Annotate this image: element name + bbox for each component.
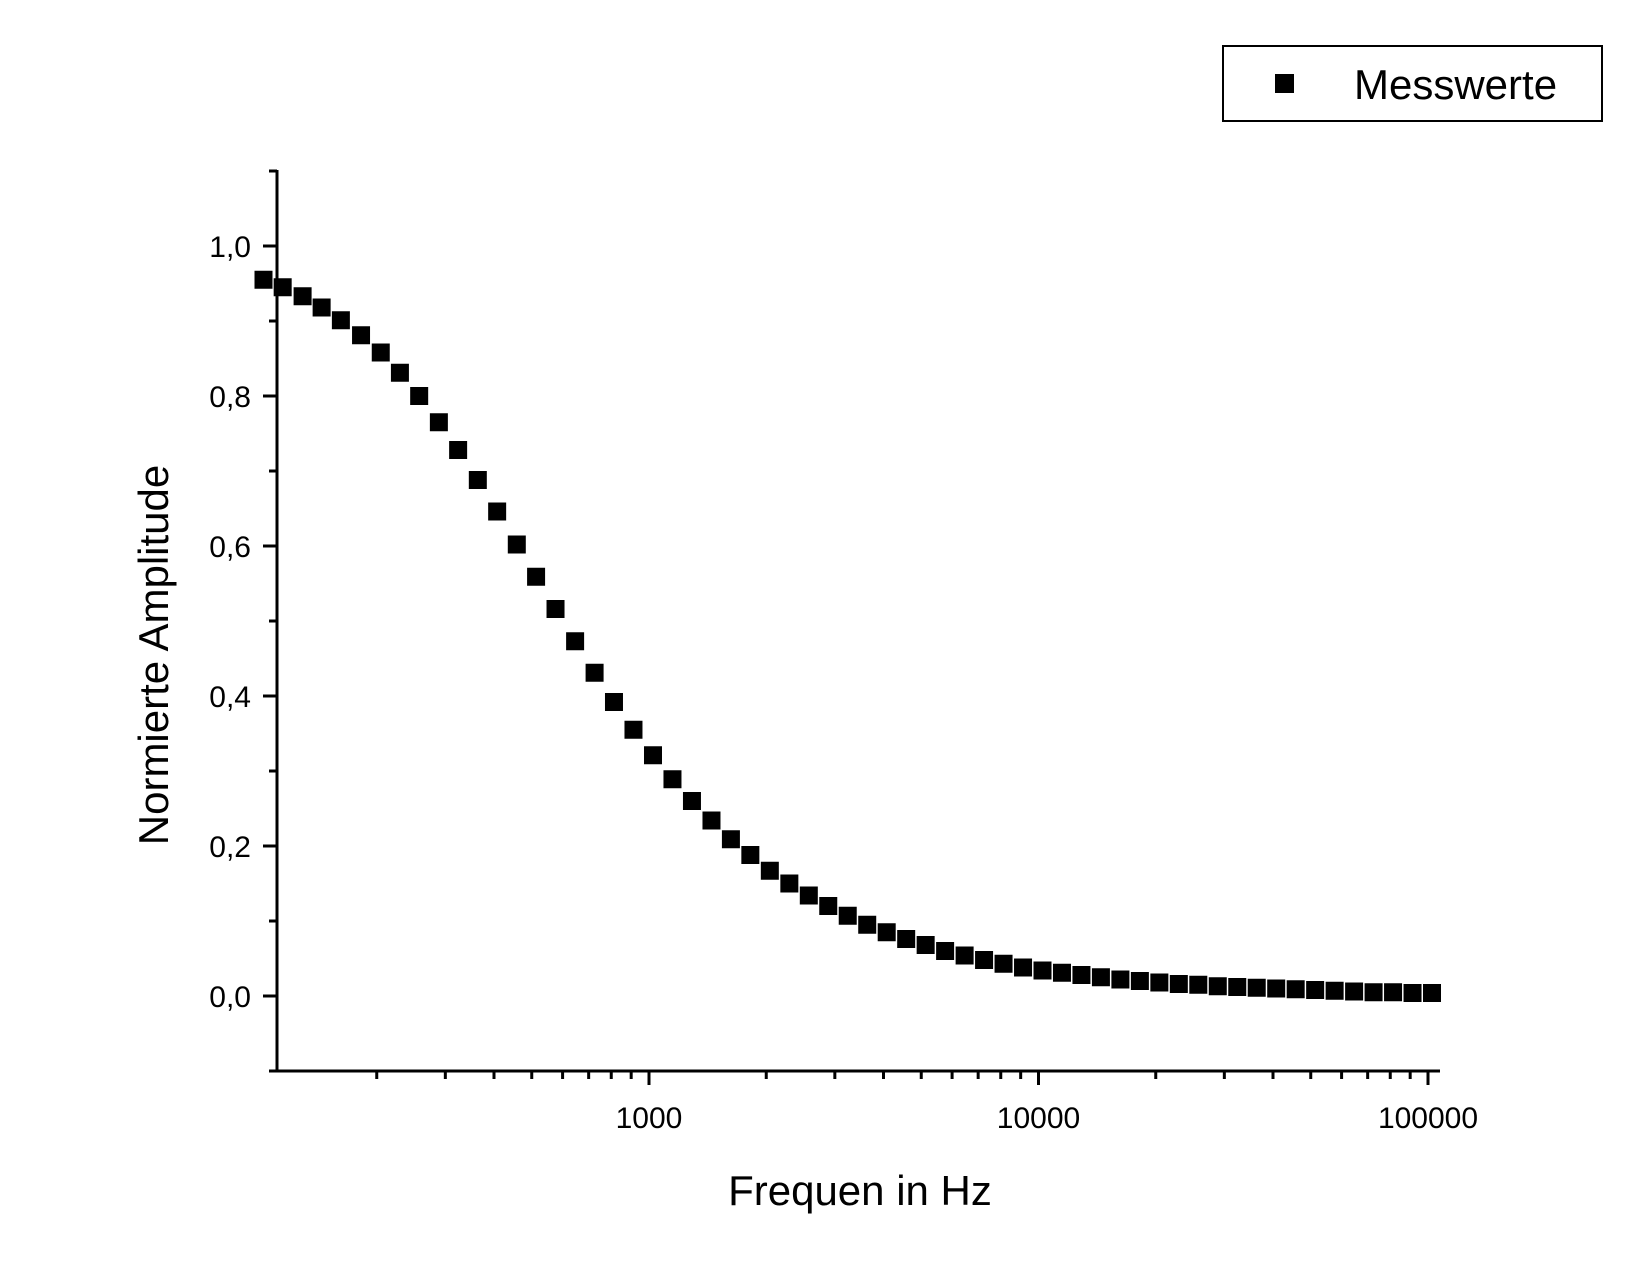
data-point — [254, 270, 273, 289]
data-point — [1033, 961, 1052, 980]
data-point — [1228, 978, 1247, 996]
data-point — [877, 923, 896, 942]
y-tick-label: 0,2 — [209, 831, 251, 864]
data-point — [293, 287, 312, 306]
data-point — [644, 746, 662, 765]
legend-label: Messwerte — [1354, 61, 1557, 108]
data-point — [760, 861, 779, 880]
data-point — [994, 954, 1013, 973]
data-point — [468, 471, 487, 489]
data-point — [1364, 983, 1383, 1002]
data-point — [1014, 958, 1033, 977]
data-point — [585, 663, 604, 682]
data-point — [955, 946, 974, 965]
data-point — [702, 811, 721, 830]
data-point — [1072, 966, 1091, 984]
data-point — [1306, 981, 1325, 999]
y-tick-label: 0,6 — [209, 531, 251, 564]
data-point — [566, 632, 585, 651]
data-point — [975, 951, 994, 969]
data-point — [1189, 975, 1208, 994]
y-tick-label: 0,0 — [209, 981, 251, 1014]
data-point — [1384, 983, 1403, 1002]
data-point — [410, 387, 429, 405]
data-point — [721, 830, 740, 849]
data-point — [936, 942, 955, 960]
data-point — [1130, 972, 1149, 990]
axes: 0,0 0,2 0,4 0,6 0,8 1,0 1000 10000 100000 — [209, 169, 1478, 1135]
data-point — [488, 502, 507, 521]
y-tick-label: 0,4 — [209, 681, 251, 714]
data-point — [819, 897, 838, 915]
data-point — [1150, 973, 1169, 992]
data-point — [858, 915, 877, 934]
data-point — [1286, 980, 1305, 999]
data-point — [1423, 984, 1441, 1002]
y-tick-label: 1,0 — [209, 231, 251, 264]
data-point — [546, 600, 565, 618]
x-axis-title: Frequen in Hz — [728, 1167, 992, 1214]
data-point — [1267, 979, 1286, 998]
data-point — [799, 886, 818, 905]
legend: Messwerte — [1222, 45, 1603, 122]
data-point — [741, 846, 760, 864]
x-tick-label: 10000 — [997, 1102, 1080, 1135]
data-points — [254, 270, 1441, 1002]
data-point — [1325, 981, 1344, 1000]
data-point — [663, 770, 682, 789]
data-point — [604, 693, 623, 711]
data-point — [1208, 977, 1227, 996]
data-point — [916, 936, 935, 954]
data-point — [780, 874, 799, 893]
data-point — [507, 535, 526, 554]
data-point — [682, 792, 701, 810]
data-point — [1052, 963, 1071, 982]
data-point — [897, 930, 916, 948]
data-point — [1403, 984, 1422, 1002]
x-tick-label: 100000 — [1378, 1102, 1478, 1135]
data-point — [429, 413, 448, 432]
data-point — [312, 298, 331, 317]
x-tick-label: 1000 — [616, 1102, 683, 1135]
data-point — [331, 311, 350, 330]
data-point — [527, 567, 546, 586]
data-point — [1091, 968, 1110, 987]
y-tick-label: 0,8 — [209, 381, 251, 414]
data-point — [390, 363, 409, 382]
data-point — [838, 906, 857, 925]
data-point — [371, 343, 390, 362]
data-point — [449, 441, 468, 459]
data-point — [1345, 982, 1364, 1001]
data-point — [352, 326, 371, 345]
data-point — [624, 720, 643, 739]
data-point — [273, 278, 292, 297]
data-point — [1169, 975, 1188, 993]
data-point — [1111, 970, 1130, 989]
legend-marker — [1275, 74, 1294, 93]
data-point — [1247, 978, 1266, 997]
y-axis-title: Normierte Amplitude — [130, 465, 177, 845]
